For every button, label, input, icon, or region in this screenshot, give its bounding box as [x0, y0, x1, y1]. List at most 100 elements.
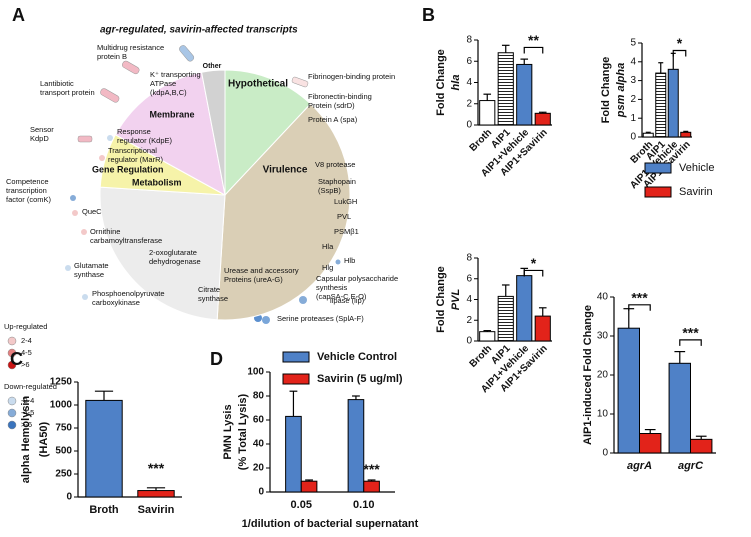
y-tick-label: 250 — [55, 469, 72, 480]
legend-label: >6 — [21, 360, 30, 369]
panel-label: A — [12, 5, 25, 25]
gene-label: 2-oxoglutarate — [149, 248, 197, 257]
y-tick-label: 4 — [466, 294, 472, 305]
y-tick-label: 1000 — [50, 400, 73, 411]
bar — [479, 331, 496, 342]
x-tick-label: Savirin — [138, 504, 175, 516]
y-axis-label: Fold Change — [600, 57, 612, 124]
x-tick-label: agrA — [627, 460, 652, 472]
gene-label: regulator (KdpE) — [117, 136, 173, 145]
y-tick-label: 1250 — [50, 377, 73, 388]
bar — [137, 490, 175, 498]
y-tick-label: 6 — [466, 56, 472, 67]
gene-label: Hla — [322, 242, 334, 251]
gene-label: (capSA-C,E-O) — [316, 292, 367, 301]
y-tick-label: 1 — [630, 113, 636, 124]
legend-swatch — [644, 186, 672, 198]
y-tick-label: 30 — [597, 331, 609, 342]
slice-label: Gene Regulation — [92, 164, 164, 174]
x-tick-label: Broth — [89, 504, 119, 516]
y-tick-label: 80 — [253, 391, 265, 402]
bar — [668, 362, 692, 454]
gene-label: carboxykinase — [92, 298, 140, 307]
legend-swatch — [7, 396, 17, 406]
legend-label: Vehicle Control — [317, 351, 397, 363]
pie-slice — [224, 69, 312, 197]
y-axis-label: alpha Hemolysin — [20, 396, 32, 484]
legend-label: Savirin — [679, 186, 713, 198]
bar — [617, 327, 641, 454]
y-tick-label: 40 — [597, 292, 609, 303]
bar — [300, 480, 318, 493]
legend-swatch — [7, 336, 17, 346]
bar — [347, 399, 365, 493]
legend-label: 2-4 — [21, 336, 32, 345]
bar — [516, 63, 533, 126]
significance-bracket — [679, 339, 702, 346]
significance: * — [677, 35, 683, 51]
bar — [85, 399, 123, 498]
significance-bracket — [672, 49, 687, 57]
significance: *** — [682, 325, 699, 341]
y-tick-label: 10 — [597, 409, 609, 420]
gene-label: Lantibiotic — [40, 79, 74, 88]
bar — [534, 315, 551, 342]
gene-label: Staphopain — [318, 177, 356, 186]
gene-label: Proteins (ureA-G) — [224, 275, 283, 284]
y-axis-label: Fold Change — [435, 266, 447, 333]
panel-label: B — [422, 5, 435, 25]
gene-label: Serine proteases (SplA-F) — [277, 314, 364, 323]
gene-label: synthase — [198, 294, 228, 303]
significance: * — [531, 255, 537, 271]
bar — [642, 132, 654, 138]
gene-label: Protein (sdrD) — [308, 101, 355, 110]
y-tick-label: 20 — [597, 370, 609, 381]
gene-label: Phosphoenolpyruvate — [92, 289, 165, 298]
y-tick-label: 8 — [466, 35, 472, 46]
bar — [690, 438, 713, 454]
slice-label: Metabolism — [132, 177, 182, 187]
slice-label: Hypothetical — [228, 79, 288, 90]
y-tick-label: 60 — [253, 415, 265, 426]
bar — [497, 52, 514, 126]
legend-title: Up-regulated — [4, 322, 47, 331]
gene-label: Response — [117, 127, 151, 136]
panel-label: C — [10, 349, 23, 369]
gene-label: QueC — [82, 207, 102, 216]
slice-label: Virulence — [263, 165, 308, 176]
y-tick-label: 750 — [55, 423, 72, 434]
y-tick-label: 0 — [466, 120, 472, 131]
x-tick-label: 0.10 — [353, 499, 374, 511]
bar — [479, 100, 496, 126]
y-tick-label: 2 — [630, 94, 636, 105]
y-tick-label: 0 — [630, 132, 636, 143]
gene-label: PSMβ1 — [334, 227, 359, 236]
y-axis-label: psm alpha — [615, 63, 627, 118]
legend-swatch — [7, 348, 17, 358]
y-tick-label: 4 — [630, 56, 636, 67]
bar — [534, 112, 551, 126]
pie-slice — [114, 71, 226, 196]
gene-label: ATPase — [150, 79, 176, 88]
x-tick-label: Broth — [468, 127, 495, 154]
legend-label: Vehicle — [679, 162, 714, 174]
legend-label: -4-5 — [21, 408, 34, 417]
chart-title: agr-regulated, savirin-affected transcri… — [100, 25, 298, 36]
legend-label: >-6 — [21, 420, 32, 429]
gene-label: lipase (lip) — [330, 296, 365, 305]
gene-label: V8 protease — [315, 160, 355, 169]
gene-label: transcription — [6, 186, 47, 195]
y-tick-label: 20 — [253, 463, 265, 474]
bar — [285, 415, 302, 493]
pie-slice — [99, 186, 226, 321]
pie-slice — [200, 69, 226, 196]
legend-swatch — [7, 420, 17, 430]
gene-label: carbamoyltransferase — [90, 236, 162, 245]
y-tick-label: 500 — [55, 446, 72, 457]
bar — [363, 480, 380, 493]
bar — [497, 295, 514, 342]
slice-label: Membrane — [149, 109, 194, 119]
y-tick-label: 5 — [630, 38, 636, 49]
significance: *** — [148, 460, 165, 476]
